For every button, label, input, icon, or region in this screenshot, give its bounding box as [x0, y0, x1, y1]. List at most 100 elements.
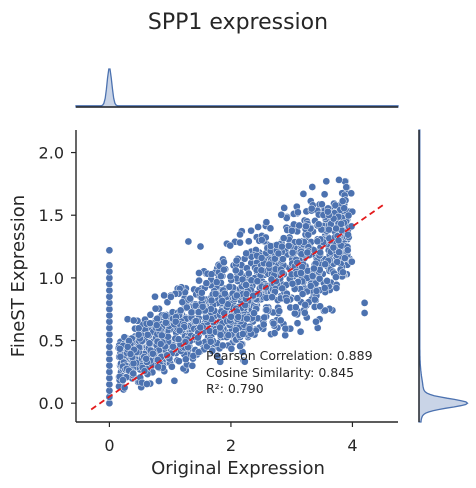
scatter-point	[175, 326, 184, 335]
scatter-point	[335, 176, 343, 184]
scatter-point	[207, 296, 216, 305]
scatter-point	[155, 377, 163, 385]
scatter-point	[339, 268, 347, 277]
chart-title: SPP1 expression	[148, 10, 328, 35]
scatter-point	[223, 300, 232, 309]
scatter-point	[244, 237, 253, 246]
y-tick-label: 0.0	[39, 394, 64, 413]
scatter-point	[167, 293, 175, 301]
scatter-point	[312, 287, 321, 295]
scatter-point	[195, 269, 203, 277]
scatter-point	[153, 314, 162, 323]
scatter-point	[202, 279, 211, 288]
scatter-point	[329, 243, 338, 252]
scatter-point	[268, 293, 276, 301]
scatter-point	[184, 237, 193, 246]
scatter-point	[188, 361, 197, 370]
scatter-point	[232, 291, 241, 300]
scatter-point	[262, 218, 271, 227]
scatter-point	[310, 264, 318, 273]
scatter-point	[134, 330, 143, 339]
scatter-point	[220, 265, 228, 274]
x-axis-ticks: 0 2 4	[104, 422, 358, 455]
scatter-point	[208, 347, 217, 355]
cosine-annotation: Cosine Similarity: 0.845	[206, 365, 354, 380]
scatter-point	[250, 309, 258, 317]
scatter-point	[245, 325, 254, 333]
scatter-point	[347, 257, 356, 266]
top-density-curve	[75, 68, 399, 108]
scatter-point	[146, 310, 155, 319]
scatter-point	[306, 282, 315, 290]
scatter-point	[242, 290, 251, 298]
scatter-point	[290, 309, 299, 318]
scatter-point	[308, 272, 317, 280]
scatter-point	[297, 269, 305, 277]
scatter-point	[226, 272, 235, 281]
top-marginal-density	[75, 68, 399, 108]
y-axis-label: FineST Expression	[8, 195, 29, 357]
scatter-point	[257, 254, 266, 262]
scatter-point	[360, 299, 369, 307]
scatter-point	[243, 314, 251, 323]
scatter-point	[270, 329, 279, 337]
scatter-point	[170, 376, 179, 385]
pearson-annotation: Pearson Correlation: 0.889	[206, 348, 373, 363]
scatter-point	[295, 238, 303, 246]
scatter-point	[218, 297, 227, 305]
scatter-point	[236, 342, 244, 351]
scatter-point	[302, 222, 310, 231]
scatter-point	[105, 261, 114, 270]
scatter-point	[168, 362, 176, 371]
scatter-point	[197, 288, 206, 297]
scatter-point	[216, 357, 225, 366]
scatter-point	[182, 303, 191, 312]
scatter-point	[294, 208, 302, 217]
scatter-point	[242, 281, 250, 289]
scatter-point	[206, 337, 215, 346]
scatter-point	[212, 278, 221, 287]
scatter-point	[279, 234, 288, 243]
scatter-point	[315, 274, 324, 283]
scatter-point	[254, 223, 262, 231]
right-marginal-density	[418, 129, 469, 423]
stats-annotation: Pearson Correlation: 0.889 Cosine Simila…	[206, 348, 373, 396]
scatter-point	[284, 241, 293, 250]
scatter-point	[198, 302, 207, 311]
scatter-point	[310, 295, 319, 304]
scatter-point	[274, 249, 283, 258]
scatter-point	[240, 357, 249, 366]
scatter-point	[242, 249, 251, 258]
scatter-point	[316, 248, 325, 257]
scatter-point	[211, 289, 220, 298]
scatter-point	[163, 298, 172, 307]
scatter-point	[288, 226, 296, 235]
scatter-point	[151, 292, 159, 301]
scatter-point	[105, 246, 114, 255]
scatter-point	[227, 344, 236, 353]
scatter-point	[157, 331, 166, 340]
scatter-point	[142, 354, 151, 363]
scatter-point	[129, 316, 138, 325]
scatter-point	[143, 380, 151, 388]
scatter-point	[295, 221, 304, 230]
scatter-point	[196, 242, 205, 251]
scatter-point	[169, 342, 177, 351]
scatter-point	[238, 330, 247, 338]
scatter-point	[234, 313, 243, 321]
x-tick-label: 4	[347, 436, 357, 455]
scatter-point	[303, 248, 312, 257]
scatter-point	[194, 308, 203, 317]
scatter-point	[145, 339, 154, 348]
scatter-point	[216, 323, 224, 332]
scatter-point	[220, 258, 228, 267]
scatter-point	[321, 260, 329, 269]
scatter-point	[161, 318, 170, 327]
scatter-point	[314, 220, 323, 229]
right-density-curve	[418, 129, 469, 423]
scatter-point	[332, 273, 340, 281]
scatter-point	[360, 309, 369, 317]
scatter-point	[265, 260, 273, 269]
scatter-point	[143, 330, 152, 339]
